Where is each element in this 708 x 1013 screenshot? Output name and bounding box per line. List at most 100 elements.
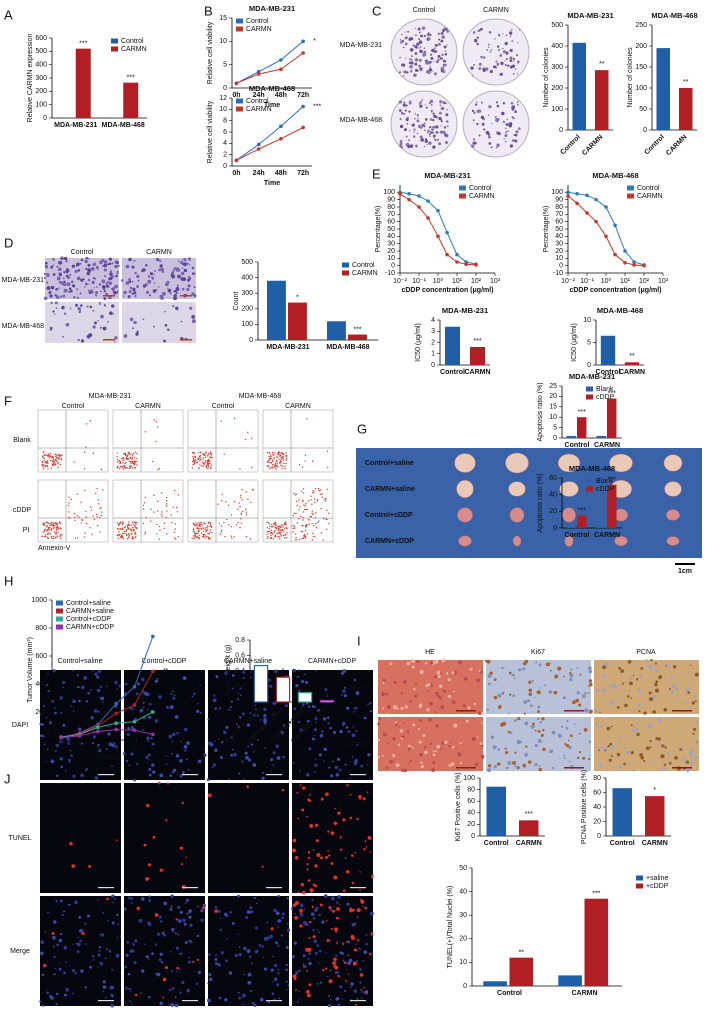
speck (491, 123, 492, 124)
speck (326, 939, 329, 942)
event (319, 490, 320, 491)
speck (450, 741, 452, 743)
speck (271, 968, 274, 971)
y-tick-label: 100 (635, 85, 647, 92)
scale-bar (456, 710, 476, 712)
speck (160, 920, 162, 922)
speck (143, 707, 145, 709)
event (317, 522, 318, 523)
speck (215, 958, 218, 961)
speck (415, 145, 418, 148)
speck (99, 950, 101, 952)
speck (110, 270, 112, 272)
speck (511, 29, 513, 31)
event (61, 455, 62, 456)
y-tick-label: 80 (555, 204, 563, 211)
speck (57, 277, 61, 281)
speck (159, 773, 163, 777)
event (250, 502, 251, 503)
event (203, 457, 204, 458)
speck (633, 769, 635, 771)
speck (152, 278, 154, 280)
speck (77, 950, 80, 953)
speck (324, 748, 327, 751)
speck (162, 292, 166, 296)
speck (136, 763, 138, 765)
event (281, 530, 282, 531)
y-tick-label: 4 (431, 317, 435, 324)
event (43, 458, 44, 459)
speck (97, 320, 99, 322)
speck (183, 278, 185, 280)
event (193, 536, 194, 537)
speck (77, 674, 79, 676)
y-tick-label: 10 (219, 38, 227, 45)
speck (49, 291, 52, 294)
speck (430, 54, 432, 56)
speck (681, 702, 683, 704)
speck (539, 663, 542, 666)
bar (577, 417, 586, 438)
speck (640, 667, 643, 670)
speck (155, 680, 158, 683)
event (203, 531, 204, 532)
speck (77, 686, 79, 688)
speck (441, 33, 443, 35)
event (269, 468, 270, 469)
speck (670, 691, 674, 695)
speck (103, 985, 107, 989)
speck (588, 758, 590, 760)
speck (111, 288, 113, 290)
speck (78, 727, 81, 730)
speck (226, 938, 228, 940)
y-tick-label: 1 (431, 351, 435, 358)
speck (78, 916, 81, 919)
event (43, 524, 44, 525)
speck (618, 766, 622, 770)
speck (249, 956, 251, 958)
speck (463, 704, 466, 707)
speck (354, 761, 358, 765)
event (196, 524, 197, 525)
speck (308, 937, 310, 939)
scale-bar (182, 774, 198, 775)
speck (359, 982, 361, 984)
speck (84, 922, 86, 924)
event (122, 528, 123, 529)
speck (153, 274, 155, 276)
speck (332, 961, 336, 965)
speck (182, 802, 184, 804)
x-tick-label: 10² (639, 278, 650, 285)
speck (170, 706, 173, 709)
speck (116, 261, 119, 264)
y-tick-label: 80 (593, 775, 601, 782)
speck (321, 921, 324, 924)
speck (197, 959, 199, 961)
y-tick-label: 80 (387, 204, 395, 211)
y-tick-label: 1000 (31, 597, 47, 604)
speck (175, 932, 177, 934)
speck (47, 286, 51, 290)
legend-swatch (342, 271, 349, 276)
speck (96, 676, 99, 679)
event (85, 446, 86, 447)
speck (52, 258, 55, 261)
speck (188, 957, 190, 959)
event (60, 464, 61, 465)
speck (412, 666, 415, 669)
event (271, 462, 272, 463)
event (174, 531, 175, 532)
speck (368, 836, 372, 840)
speck (407, 31, 409, 33)
event (237, 508, 238, 509)
event (267, 465, 268, 466)
speck (113, 291, 117, 295)
speck (145, 264, 147, 266)
speck (201, 919, 204, 922)
speck (158, 695, 162, 699)
speck (125, 987, 128, 990)
speck (126, 941, 129, 944)
event (307, 509, 308, 510)
event (228, 524, 229, 525)
speck (504, 134, 507, 137)
